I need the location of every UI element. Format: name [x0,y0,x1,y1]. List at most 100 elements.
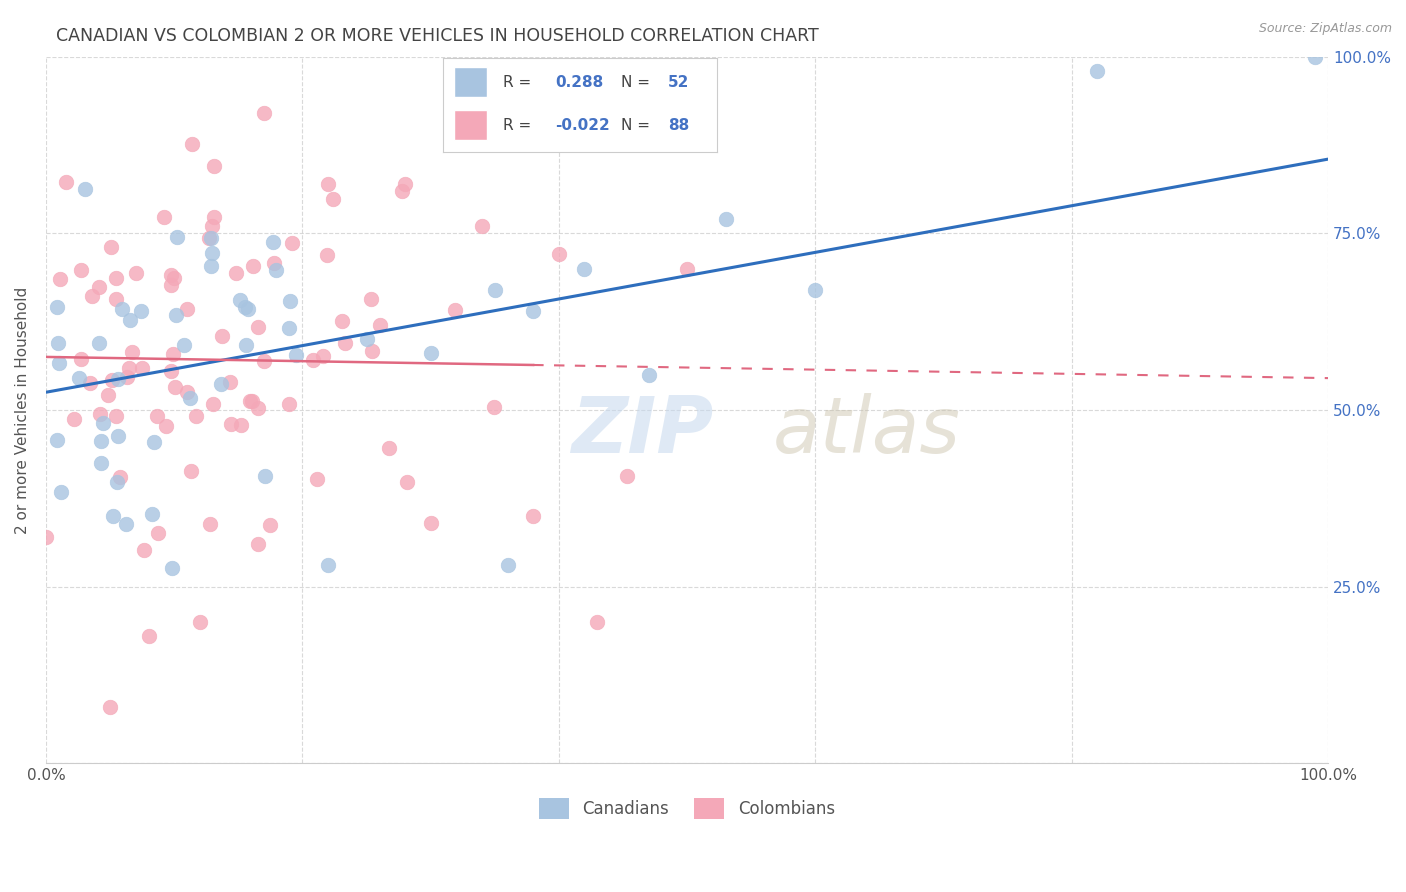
Point [471,219,494,234]
Point [714,212,737,227]
Point [101,508,124,523]
Point [198,517,221,532]
Point [484,400,506,414]
Point [218,375,240,389]
Point [49,271,72,285]
Point [173,338,195,352]
Legend: Canadians, Colombians: Canadians, Colombians [533,792,842,825]
Point [118,313,141,327]
Text: 52: 52 [668,75,689,90]
Point [233,300,256,314]
Point [104,409,127,423]
Point [101,373,124,387]
Point [115,516,138,531]
Text: R =: R = [503,75,536,90]
Point [302,353,325,368]
Point [48,356,70,370]
Point [242,259,264,273]
Point [200,230,222,244]
Point [176,301,198,316]
Point [162,346,184,360]
Point [335,335,357,350]
Point [316,177,339,191]
Point [70,352,93,367]
Point [253,354,276,368]
Point [80,289,103,303]
Point [280,236,302,251]
Point [239,393,262,408]
Point [676,261,699,276]
Point [98,699,121,714]
Point [146,409,169,423]
Point [246,320,269,334]
Point [67,371,90,385]
Point [253,106,276,120]
Point [259,517,281,532]
Point [322,192,344,206]
Point [138,629,160,643]
Point [63,412,86,426]
Point [396,475,419,490]
Point [496,558,519,573]
Point [202,397,225,411]
Point [69,263,91,277]
Point [188,615,211,629]
Point [46,335,69,350]
Point [284,348,307,362]
Point [180,464,202,478]
Text: -0.022: -0.022 [555,118,610,133]
Point [87,280,110,294]
Point [108,470,131,484]
Point [209,377,232,392]
Point [105,475,128,489]
Point [97,388,120,402]
Point [377,442,399,456]
Point [262,235,284,249]
Text: CANADIAN VS COLOMBIAN 2 OR MORE VEHICLES IN HOUSEHOLD CORRELATION CHART: CANADIAN VS COLOMBIAN 2 OR MORE VEHICLES… [56,27,818,45]
Point [254,469,277,483]
Text: R =: R = [503,118,536,133]
Point [155,419,177,434]
Point [200,259,222,273]
Point [263,256,285,270]
Point [201,219,224,234]
Point [141,507,163,521]
Point [211,328,233,343]
Point [616,469,638,483]
Point [443,303,465,318]
Point [55,175,77,189]
Point [160,561,183,575]
Text: 88: 88 [668,118,689,133]
Point [804,283,827,297]
Point [153,210,176,224]
Point [125,266,148,280]
Point [121,344,143,359]
Point [166,230,188,244]
Point [1305,50,1327,64]
Point [165,308,187,322]
Text: N =: N = [621,118,655,133]
Point [330,314,353,328]
Point [228,293,250,307]
Point [134,543,156,558]
Point [104,292,127,306]
Point [87,336,110,351]
Point [277,397,299,411]
Point [160,268,183,283]
Point [184,409,207,423]
Point [419,346,441,360]
Point [163,380,186,394]
Point [315,248,337,262]
Point [115,369,138,384]
Point [484,283,506,297]
Point [278,293,301,308]
Point [219,417,242,432]
Point [146,526,169,541]
Point [180,136,202,151]
Point [586,615,609,629]
Point [118,360,141,375]
Point [277,321,299,335]
Point [225,266,247,280]
Point [547,247,569,261]
Point [360,292,382,306]
